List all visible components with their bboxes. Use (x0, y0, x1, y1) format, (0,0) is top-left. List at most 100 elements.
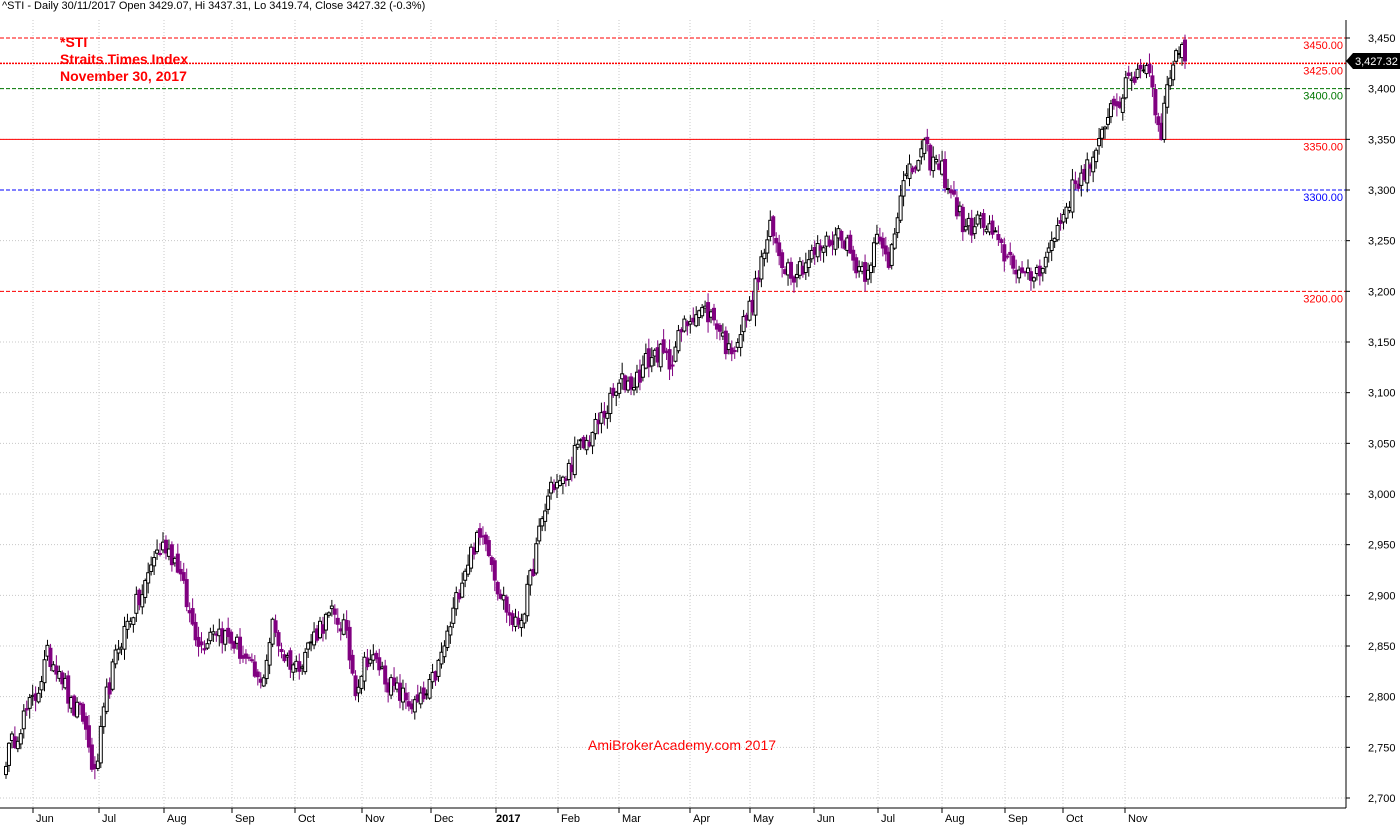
candle (1043, 251, 1048, 274)
candle-body (1105, 116, 1110, 125)
candle (202, 640, 207, 655)
candle (833, 227, 838, 256)
candle (732, 346, 737, 359)
candle-body (261, 677, 266, 687)
candle (223, 629, 228, 652)
candle (332, 604, 337, 625)
candle (495, 580, 500, 601)
candle-body (454, 592, 459, 610)
candle (1005, 253, 1010, 260)
candle-body (146, 572, 151, 584)
candle (871, 237, 876, 274)
candle-body (895, 217, 900, 234)
candle-body (774, 237, 779, 244)
candle-body (359, 675, 364, 689)
watermark-text: AmiBrokerAcademy.com 2017 (588, 737, 777, 753)
candle-body (451, 607, 456, 624)
candle (1002, 237, 1007, 272)
candle-body (789, 261, 794, 279)
candle-body (673, 346, 678, 362)
candle (264, 654, 269, 685)
last-price-badge: 3,427.32 (1346, 52, 1400, 69)
candle-body (504, 596, 509, 613)
candle-body (1076, 183, 1081, 189)
candle-body (412, 699, 417, 713)
candle-body (442, 645, 447, 658)
candle (694, 306, 699, 328)
candle-body (794, 273, 799, 279)
candle-body (495, 582, 500, 595)
candle-body (981, 213, 986, 228)
candle (152, 550, 157, 575)
candle (925, 128, 930, 152)
candle-body (1049, 239, 1054, 251)
candle (36, 686, 41, 704)
candle-body (190, 608, 195, 625)
candle (282, 650, 287, 663)
candle (48, 643, 53, 672)
candle (1103, 125, 1108, 139)
candle (975, 210, 980, 227)
candle-body (42, 659, 47, 684)
candle (42, 650, 47, 692)
candle-body (759, 256, 764, 280)
candle-body (326, 612, 331, 616)
candle (54, 655, 59, 682)
candle (1156, 112, 1161, 132)
candle (175, 543, 180, 574)
candle (1028, 267, 1033, 291)
candle (122, 616, 127, 660)
candle-body (152, 557, 157, 567)
candle-body (711, 307, 716, 321)
y-tick-label: 3,100 (1368, 388, 1396, 400)
x-tick-label: Aug (945, 813, 965, 825)
candle-body (996, 233, 1001, 241)
candle (205, 638, 210, 650)
y-tick-label: 3,450 (1368, 33, 1396, 45)
candle (593, 413, 598, 440)
reference-line-label: 3300.00 (1303, 192, 1343, 204)
candle (1097, 127, 1102, 155)
candle-body (181, 572, 186, 581)
candle (543, 503, 548, 532)
candle-body (1094, 149, 1099, 163)
candle (537, 518, 542, 545)
candle (1049, 231, 1054, 262)
candle (335, 608, 340, 633)
candle-body (762, 252, 767, 260)
x-tick-label: Feb (561, 813, 580, 825)
last-price-label: 3,427.32 (1355, 56, 1398, 68)
candle (1070, 168, 1075, 219)
candle (252, 655, 257, 678)
candle-body (140, 594, 145, 608)
candle (700, 304, 705, 319)
candle (445, 625, 450, 652)
candle-body (972, 226, 977, 235)
x-tick-label: Jun (817, 813, 835, 825)
candle-body (898, 195, 903, 221)
candle-body (726, 343, 731, 351)
candle (753, 270, 758, 327)
candle (158, 543, 163, 557)
candle-body (546, 495, 551, 510)
candle (492, 558, 497, 592)
candle-body (1005, 255, 1010, 258)
candle-body (732, 350, 737, 353)
candle (670, 355, 675, 377)
candle (486, 536, 491, 558)
axis-layer: 2,700 2,750 2,800 2,850 2,900 2,950 3,000 3,050… (0, 20, 1400, 825)
candle-body (892, 233, 897, 249)
candle (21, 704, 26, 739)
candle (546, 489, 551, 515)
candle (104, 678, 109, 715)
candle (1064, 202, 1069, 224)
candle-body (617, 382, 622, 394)
candle-body (931, 156, 936, 172)
candle (617, 379, 622, 399)
candle (640, 355, 645, 382)
candle-body (229, 631, 234, 644)
candle-body (1165, 84, 1170, 108)
candle-body (113, 649, 118, 665)
candle-body (27, 697, 32, 709)
candle-body (880, 237, 885, 249)
